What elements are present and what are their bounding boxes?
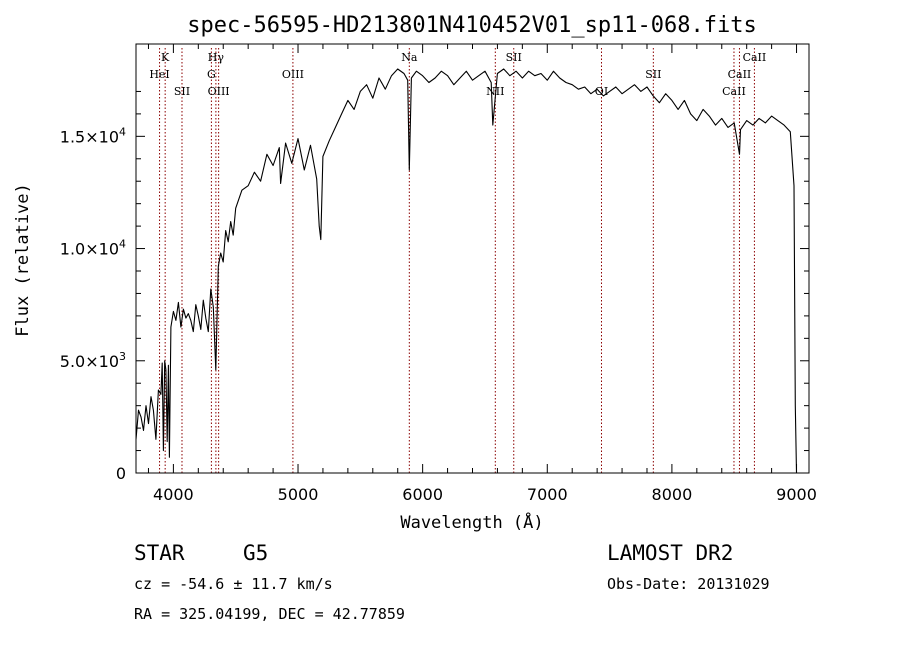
y-tick-label: 1.0×104	[60, 238, 126, 259]
x-tick-label: 6000	[402, 485, 443, 504]
x-axis-title: Wavelength (Å)	[400, 511, 543, 533]
x-axis-ticks: 4000 5000 6000 7000 8000 9000	[147, 44, 817, 504]
plot-frame	[135, 43, 810, 474]
y-tick-label: 1.5×104	[60, 125, 126, 146]
coordinates: RA = 325.04199, DEC = 42.77859	[134, 605, 405, 623]
spectral-line-label: SII	[506, 51, 522, 64]
y-tick-label: 5.0×103	[60, 350, 126, 371]
x-tick-label: 8000	[652, 485, 693, 504]
spectrum-line	[135, 68, 798, 474]
spectral-line-label: SII	[174, 85, 190, 98]
spectral-line-label: OIII	[282, 68, 304, 81]
spectral-line-label: CaII	[722, 85, 746, 98]
x-tick-label: 9000	[776, 485, 817, 504]
y-axis-ticks: 0 5.0×103 1.0×104 1.5×104	[60, 90, 809, 483]
survey-name: LAMOST DR2	[607, 541, 733, 565]
redshift-cz: cz = -54.6 ± 11.7 km/s	[134, 575, 333, 593]
chart-title: spec-56595-HD213801N410452V01_sp11-068.f…	[187, 13, 757, 38]
spectral-line-markers	[159, 48, 755, 473]
spectral-line-label: K	[161, 51, 170, 64]
object-class: STAR	[134, 541, 185, 565]
x-tick-label: 7000	[527, 485, 568, 504]
observation-date: Obs-Date: 20131029	[607, 575, 770, 593]
spectral-subclass: G5	[243, 541, 268, 565]
spectral-line-label: CaII	[728, 68, 752, 81]
x-tick-label: 5000	[278, 485, 319, 504]
spectral-line-label: OI	[595, 85, 608, 98]
x-tick-label: 4000	[153, 485, 194, 504]
spectral-line-label: CaII	[743, 51, 767, 64]
spectral-line-label: Hγ	[208, 51, 225, 64]
spectral-line-label: SII	[645, 68, 661, 81]
spectral-line-label: OIII	[208, 85, 230, 98]
y-axis-title: Flux (relative)	[13, 183, 33, 337]
spectral-line-label: G	[207, 68, 216, 81]
spectral-line-label: HeI	[149, 68, 169, 81]
y-tick-label: 0	[116, 464, 126, 483]
spectral-line-label: Na	[401, 51, 418, 64]
